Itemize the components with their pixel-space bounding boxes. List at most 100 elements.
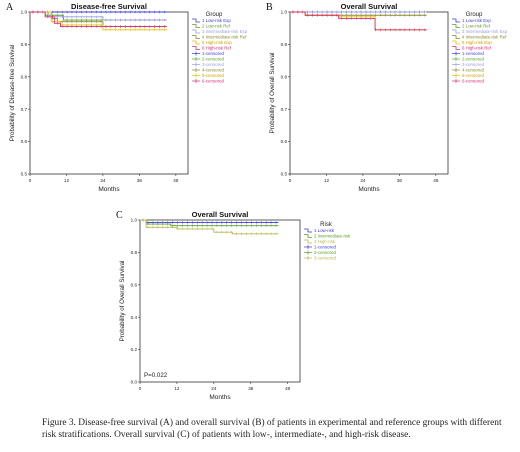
legend-entry: 2 Low-risk Ref	[462, 24, 491, 29]
survival-curve	[290, 11, 427, 31]
legend-swatch	[192, 24, 200, 28]
plot-frame	[29, 11, 189, 175]
legend-entry: 2-censored	[462, 57, 485, 62]
panel-label: C	[116, 210, 123, 221]
panel-b-chart: B Overall Survival 0 12 24 36 48 0.5 0.6 0.7 0.8 0.…	[260, 0, 520, 205]
legend-entry: 1 Low-risk Exp	[462, 18, 491, 23]
legend-swatch	[192, 18, 200, 23]
legend-entry: 1 Low-risk Exp	[202, 18, 231, 23]
legend-entry: 6-censored	[462, 79, 485, 84]
legend-entry: 5-censored	[462, 73, 485, 78]
legend-entry: 1-censored	[202, 51, 225, 56]
p-value-annotation: P=0.022	[144, 372, 168, 379]
legend-entry: 1-censored	[462, 51, 485, 56]
legend-entry: 2-censored	[314, 250, 337, 255]
legend-swatch	[192, 35, 200, 39]
legend-swatch	[192, 29, 200, 34]
x-tick-label: 36	[397, 178, 403, 183]
y-tick-label: 0.8	[281, 74, 288, 79]
legend-entry: 4 Intermediate-risk Ref	[462, 35, 507, 40]
y-tick-label: 0.9	[21, 42, 28, 47]
legend-swatch	[192, 40, 200, 45]
x-tick-label: 48	[173, 178, 179, 183]
legend-entry: 4-censored	[462, 68, 485, 73]
x-tick-label: 48	[285, 386, 291, 391]
y-axis-label: Probability of Disease-free Survival	[9, 45, 16, 141]
legend-swatch	[192, 46, 200, 50]
legend-swatch	[452, 40, 460, 45]
y-axis-label: Probability of Overall Survival	[269, 53, 276, 134]
legend-entry: 2 Intermediate-risk	[314, 234, 351, 239]
legend-entry: 6-censored	[202, 79, 225, 84]
y-tick-label: 0.2	[131, 347, 138, 352]
legend-entry: 5-censored	[202, 73, 225, 78]
x-tick-label: 36	[137, 178, 143, 183]
panel-a-chart: A Disease-free Survival 0 12 24 36 48 0.5 0.6 0.7…	[0, 0, 260, 205]
legend-swatch	[452, 35, 460, 39]
survival-curve	[140, 219, 279, 235]
legend-entry: 6 High-risk Ref	[462, 46, 492, 51]
y-tick-label: 1.0	[131, 218, 138, 223]
y-tick-label: 0.9	[281, 42, 288, 47]
legend-entry: 4-censored	[202, 68, 225, 73]
legend-entry: 6 High-risk Ref	[202, 46, 232, 51]
y-tick-label: 0.8	[131, 250, 138, 255]
y-tick-label: 0.4	[131, 315, 138, 320]
legend-swatch	[452, 18, 460, 23]
y-tick-label: 0.8	[21, 74, 28, 79]
y-tick-label: 0.0	[131, 380, 138, 385]
legend-entry: 1-censored	[314, 245, 337, 250]
legend-entry: 5 High-risk Exp	[462, 40, 492, 45]
legend-entry: 3-censored	[314, 256, 337, 261]
legend-entry: 3-censored	[462, 62, 485, 67]
x-tick-label: 24	[211, 386, 217, 391]
chart-svg: B Overall Survival 0 12 24 36 48 0.5 0.6 0.7 0.8 0.…	[266, 2, 508, 193]
legend-swatch	[304, 234, 312, 238]
legend-title: Group	[206, 12, 223, 18]
x-tick-label: 36	[248, 386, 254, 391]
chart-title: Overall Survival	[341, 2, 398, 11]
legend-swatch	[304, 239, 312, 244]
plot-frame	[139, 219, 301, 383]
y-tick-label: 0.7	[21, 107, 28, 112]
y-tick-label: 0.6	[131, 282, 138, 287]
legend-entry: 4 Intermediate-risk Ref	[202, 35, 247, 40]
x-tick-label: 0	[139, 386, 142, 391]
chart-svg: A Disease-free Survival 0 12 24 36 48 0.5 0.6 0.7…	[6, 2, 248, 193]
legend-swatch	[304, 228, 312, 233]
legend-swatch	[452, 24, 460, 28]
chart-title: Disease-free Survival	[71, 2, 147, 11]
y-tick-label: 1.0	[281, 10, 288, 15]
legend-entry: 3-censored	[202, 62, 225, 67]
y-tick-label: 1.0	[21, 10, 28, 15]
y-tick-label: 0.7	[281, 107, 288, 112]
legend-entry: 3 Intermediate-risk Exp	[202, 29, 248, 34]
y-tick-label: 0.5	[21, 172, 28, 177]
y-tick-label: 0.5	[281, 172, 288, 177]
legend-title: Risk	[320, 222, 333, 228]
x-axis-label: Months	[209, 394, 231, 401]
panel-label: B	[266, 2, 273, 13]
legend-entry: 3 High-risk	[314, 239, 336, 244]
legend-entry: 5 High-risk Exp	[202, 40, 232, 45]
x-tick-label: 48	[433, 178, 439, 183]
survival-curve	[30, 11, 167, 28]
x-axis-label: Months	[98, 186, 120, 193]
legend-entry: 3 Intermediate-risk Exp	[462, 29, 508, 34]
figure-caption: Figure 3. Disease-free survival (A) and …	[42, 418, 502, 440]
x-tick-label: 24	[100, 178, 106, 183]
chart-title: Overall Survival	[192, 210, 249, 219]
panel-c-chart: C Overall Survival 0 12 24 36 48 0.0 0.2 0.4 0.6 0.…	[110, 208, 410, 413]
x-tick-label: 0	[289, 178, 292, 183]
legend-swatch	[452, 46, 460, 50]
x-tick-label: 0	[29, 178, 32, 183]
y-tick-label: 0.6	[281, 139, 288, 144]
y-tick-label: 0.6	[21, 139, 28, 144]
x-tick-label: 12	[64, 178, 70, 183]
x-axis-label: Months	[358, 186, 380, 193]
legend-entry: 2-censored	[202, 57, 225, 62]
chart-svg: C Overall Survival 0 12 24 36 48 0.0 0.2 0.4 0.6 0.…	[116, 210, 351, 401]
plot-frame	[289, 11, 449, 175]
x-tick-label: 24	[360, 178, 366, 183]
x-tick-label: 12	[174, 386, 180, 391]
